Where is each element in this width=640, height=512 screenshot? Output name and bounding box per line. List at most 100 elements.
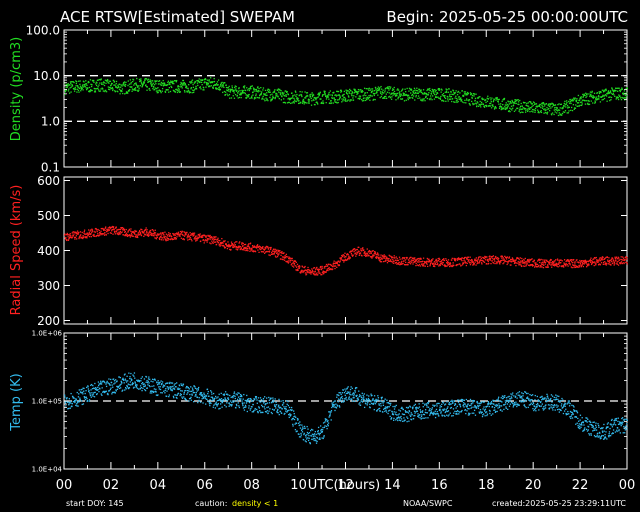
temperature-point xyxy=(229,394,231,397)
radial_speed-point xyxy=(220,242,223,245)
radial_speed-point xyxy=(112,233,114,235)
density-point xyxy=(517,101,520,103)
density-point xyxy=(415,96,417,98)
density-point xyxy=(568,100,570,103)
temperature-point xyxy=(344,394,346,396)
density-point xyxy=(625,95,628,97)
radial_speed-point xyxy=(386,262,389,264)
temperature-point xyxy=(83,395,85,398)
density-point xyxy=(530,102,532,104)
radial_speed-point xyxy=(604,257,606,260)
density-point xyxy=(316,101,318,103)
temperature-point xyxy=(340,393,342,396)
density-point xyxy=(508,103,511,105)
temperature-point xyxy=(245,399,247,402)
density-point xyxy=(336,102,338,104)
density-point xyxy=(375,89,377,91)
radial_speed-point xyxy=(215,236,217,238)
density-point xyxy=(101,82,103,84)
temperature-point xyxy=(145,376,148,378)
radial_speed-point xyxy=(492,255,495,257)
density-point xyxy=(574,98,576,100)
radial_speed-point xyxy=(279,251,281,254)
radial_speed-point xyxy=(437,258,439,260)
radial_speed-point xyxy=(169,232,171,235)
temperature-point xyxy=(333,406,335,408)
radial_speed-point xyxy=(256,246,258,249)
temperature-point xyxy=(148,376,150,378)
radial_speed-point xyxy=(342,254,344,256)
radial_speed-point xyxy=(285,260,287,263)
temperature-point xyxy=(84,392,86,395)
temperature-point xyxy=(304,440,307,442)
temperature-point xyxy=(301,431,304,433)
temperature-point xyxy=(90,389,92,391)
radial_speed-point xyxy=(343,254,345,257)
radial_speed-point xyxy=(293,262,296,265)
density-point xyxy=(329,94,331,96)
density-point xyxy=(428,89,430,91)
density-point xyxy=(591,91,593,94)
temperature-point xyxy=(140,387,143,389)
radial_speed-point xyxy=(324,265,327,267)
density-point xyxy=(105,89,107,92)
radial_speed-point xyxy=(240,248,242,250)
radial_speed-point xyxy=(381,258,383,260)
radial_speed-point xyxy=(347,253,349,256)
radial_speed-point xyxy=(322,267,324,269)
radial_speed-point xyxy=(580,259,583,262)
radial_speed-point xyxy=(608,261,610,263)
temperature-point xyxy=(288,416,290,419)
density-point xyxy=(487,98,490,100)
density-point xyxy=(403,94,405,96)
temperature-point xyxy=(126,385,129,388)
density-point xyxy=(374,92,376,95)
temperature-point xyxy=(110,381,113,384)
density-point xyxy=(370,95,372,97)
density-point xyxy=(378,87,380,90)
radial_speed-point xyxy=(195,240,197,242)
density-point xyxy=(561,112,564,115)
radial_speed-point xyxy=(121,231,123,233)
radial_speed-point xyxy=(581,263,584,265)
density-point xyxy=(308,100,310,103)
density-point xyxy=(624,92,627,95)
radial_speed-point xyxy=(406,258,408,260)
temperature-point xyxy=(255,397,257,399)
density-point xyxy=(453,93,456,95)
radial_speed-point xyxy=(531,258,533,260)
radial_speed-point xyxy=(222,242,224,244)
temperature-point xyxy=(176,394,178,396)
radial_speed-point xyxy=(281,256,284,258)
temperature-point xyxy=(349,393,351,395)
temperature-point xyxy=(360,396,363,399)
radial_speed-point xyxy=(606,263,608,265)
density-point xyxy=(219,88,222,91)
density-point xyxy=(180,85,183,87)
temperature-point xyxy=(272,399,274,401)
density-point xyxy=(124,93,126,95)
temperature-point xyxy=(95,388,97,390)
density-point xyxy=(165,84,168,87)
temperature-point xyxy=(338,392,340,394)
density-point xyxy=(393,86,395,89)
density-point xyxy=(336,99,339,101)
radial_speed-point xyxy=(604,263,607,265)
temperature-point xyxy=(353,393,356,395)
radial_speed-point xyxy=(213,237,215,239)
density-point xyxy=(500,108,502,111)
radial_speed-point xyxy=(613,261,616,263)
radial_speed-point xyxy=(610,264,612,266)
density-point xyxy=(293,99,296,101)
density-point xyxy=(440,95,442,98)
temperature-point xyxy=(364,400,366,402)
radial_speed-point xyxy=(392,257,394,259)
temperature-point xyxy=(277,408,279,411)
temperature-point xyxy=(98,383,100,385)
radial_speed-point xyxy=(246,247,249,250)
density-point xyxy=(578,102,580,104)
radial_speed-point xyxy=(449,262,451,264)
radial_speed-point xyxy=(592,261,595,264)
density-point xyxy=(550,107,552,109)
temperature-point xyxy=(232,400,234,402)
